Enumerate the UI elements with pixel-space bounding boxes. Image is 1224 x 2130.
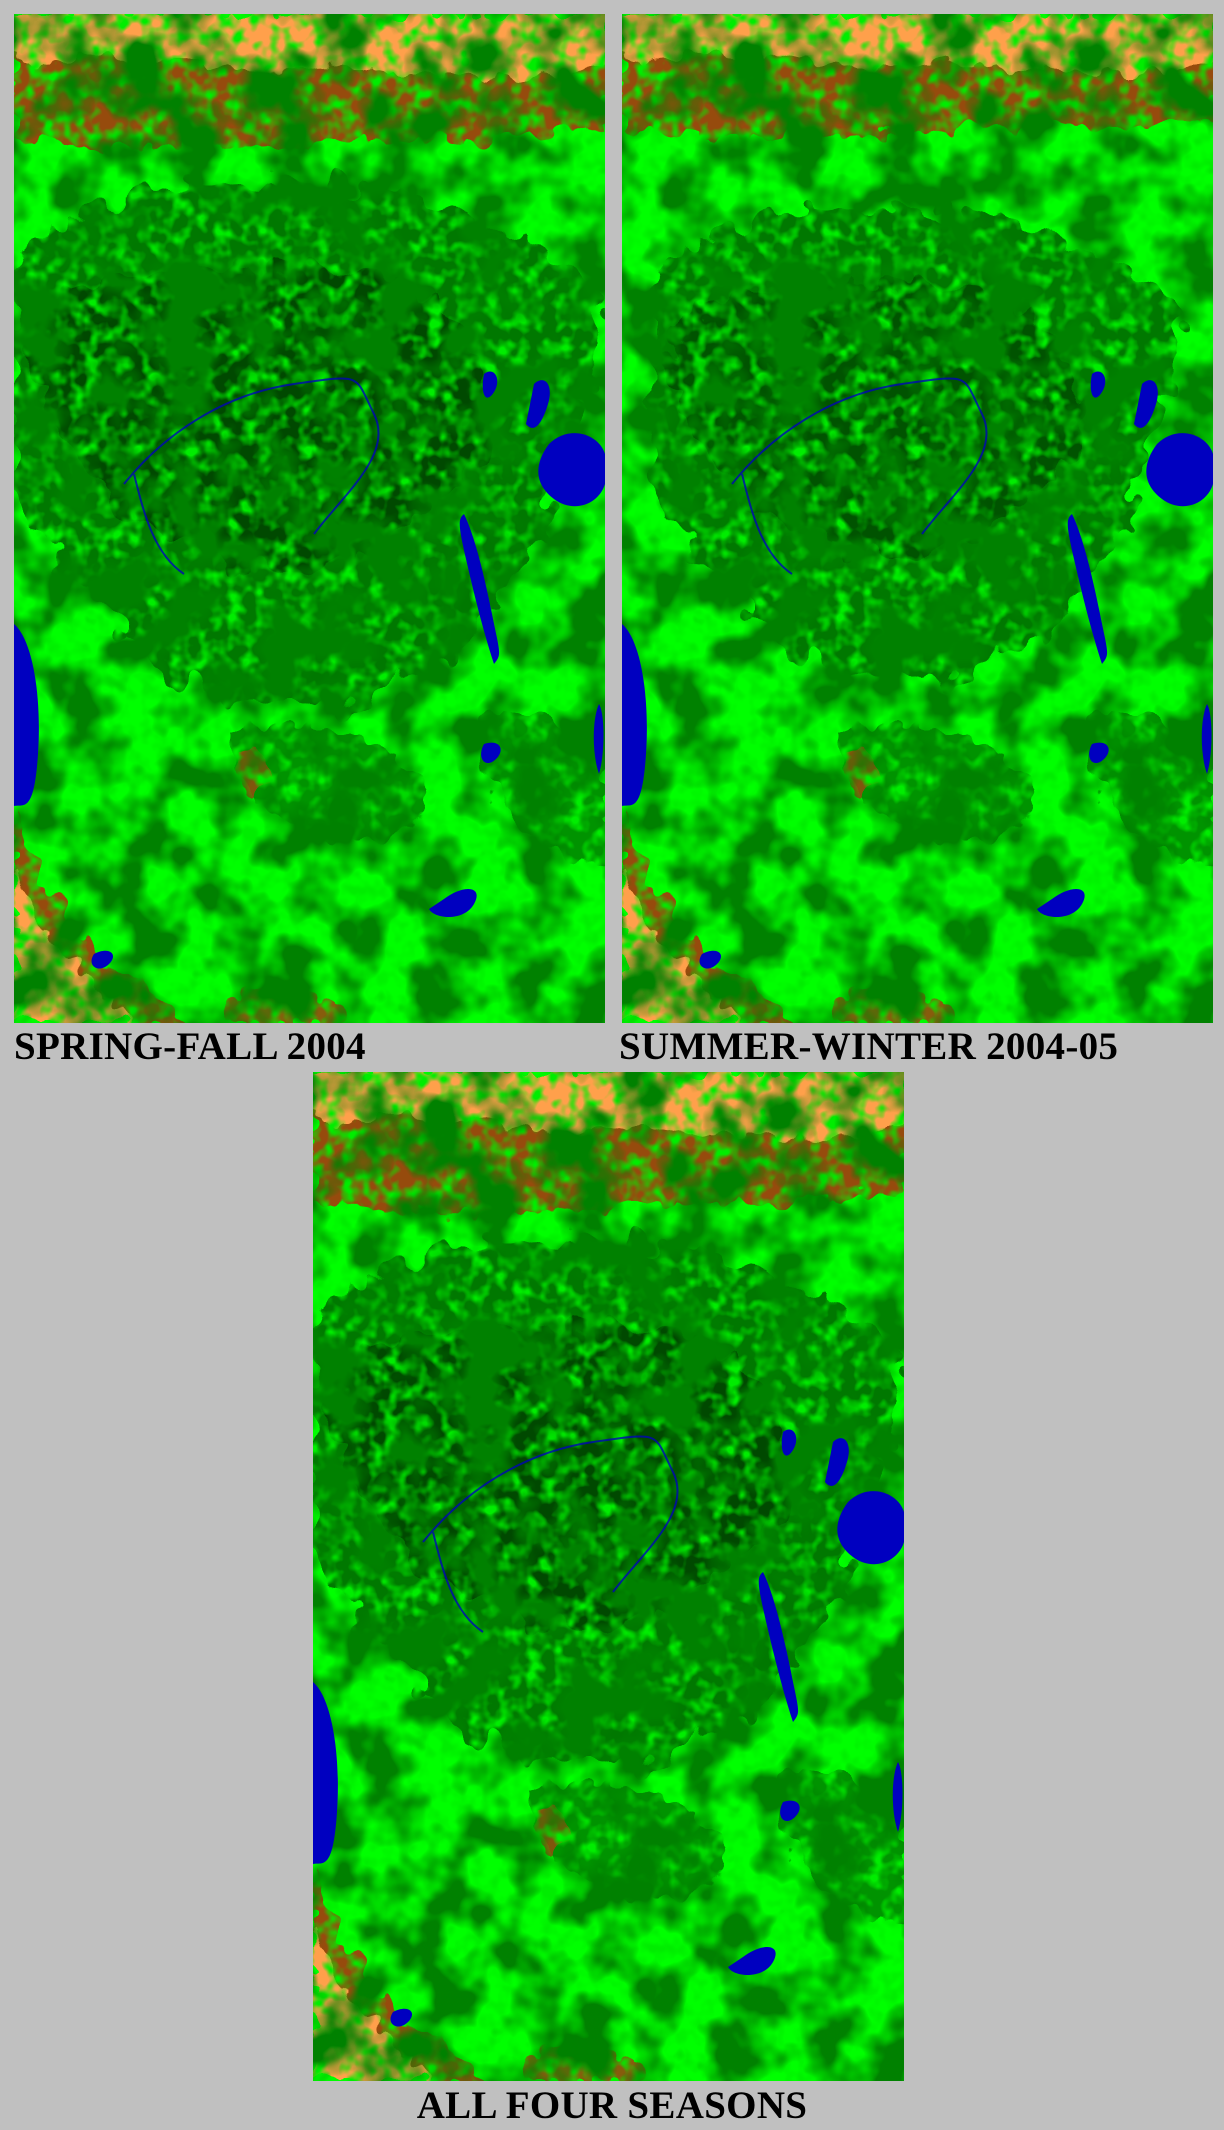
lake-tanganyika bbox=[459, 514, 500, 664]
kasai-river bbox=[133, 473, 185, 575]
lake-malawi bbox=[1201, 704, 1212, 774]
reservoir-southwest bbox=[91, 950, 114, 969]
map-panel-spring-fall bbox=[14, 14, 605, 1023]
lake-mweru bbox=[1089, 742, 1109, 764]
water-bodies bbox=[14, 371, 605, 969]
lake-tanganyika bbox=[1067, 514, 1108, 664]
lake-tanganyika bbox=[758, 1572, 799, 1722]
lake-edward bbox=[1090, 371, 1106, 398]
atlantic-ocean bbox=[313, 1682, 338, 1864]
map-panel-summer-winter bbox=[622, 14, 1213, 1023]
reservoir-southwest bbox=[699, 950, 722, 969]
lake-kariba bbox=[728, 1946, 776, 1976]
lake-mweru bbox=[780, 1800, 800, 1822]
lake-mweru bbox=[481, 742, 501, 764]
caption-spring-fall: SPRING-FALL 2004 bbox=[14, 1025, 366, 1068]
rivers bbox=[731, 377, 988, 575]
lake-victoria bbox=[538, 433, 605, 507]
lake-malawi bbox=[593, 704, 604, 774]
caption-all-four-seasons: ALL FOUR SEASONS bbox=[416, 2084, 808, 2127]
lake-victoria bbox=[837, 1491, 904, 1565]
rivers bbox=[123, 377, 380, 575]
caption-summer-winter: SUMMER-WINTER 2004-05 bbox=[619, 1025, 1119, 1068]
lake-kariba bbox=[429, 888, 477, 918]
lake-edward bbox=[781, 1429, 797, 1456]
lake-albert bbox=[526, 380, 550, 428]
forest-blotches bbox=[622, 14, 1213, 1023]
rivers bbox=[422, 1435, 679, 1633]
forest-blotches bbox=[14, 14, 605, 1023]
lake-edward bbox=[482, 371, 498, 398]
map-panel-all-four-seasons bbox=[313, 1072, 904, 2081]
lake-kariba bbox=[1037, 888, 1085, 918]
lake-victoria bbox=[1146, 433, 1213, 507]
kasai-river bbox=[741, 473, 793, 575]
reservoir-southwest bbox=[390, 2008, 413, 2027]
lake-malawi bbox=[892, 1762, 903, 1832]
kasai-river bbox=[432, 1531, 484, 1633]
atlantic-ocean bbox=[622, 624, 647, 806]
congo-river bbox=[731, 377, 988, 535]
water-bodies bbox=[622, 371, 1213, 969]
lake-albert bbox=[1134, 380, 1158, 428]
forest-blotches bbox=[313, 1072, 904, 2081]
lake-albert bbox=[825, 1438, 849, 1486]
atlantic-ocean bbox=[14, 624, 39, 806]
congo-river bbox=[422, 1435, 679, 1593]
congo-river bbox=[123, 377, 380, 535]
water-bodies bbox=[313, 1429, 904, 2027]
